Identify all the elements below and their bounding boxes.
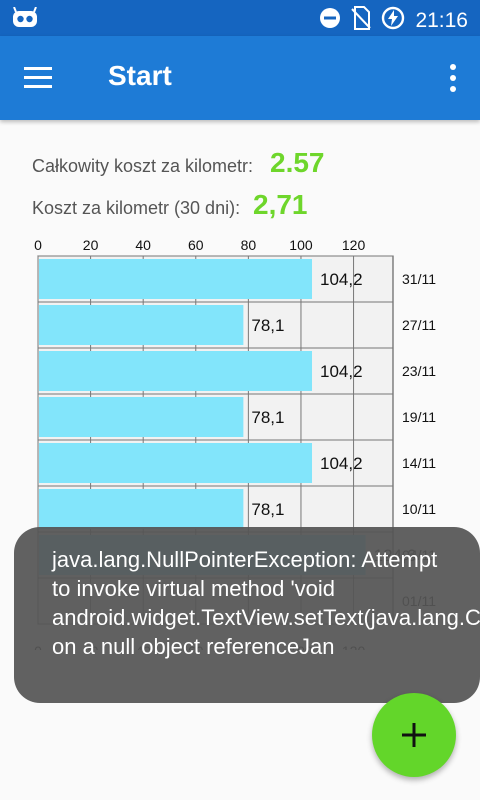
x-tick-label: 100	[289, 237, 313, 253]
x-tick-label: 0	[34, 237, 42, 253]
add-button[interactable]	[372, 693, 456, 777]
bar-value-label: 104,2	[320, 454, 363, 473]
bar	[39, 305, 244, 345]
toast-message: java.lang.NullPointerException: Attempt …	[52, 547, 480, 659]
month-cost-value: 2,71	[253, 189, 308, 220]
category-label: 19/11	[402, 409, 436, 425]
x-tick-label: 60	[188, 237, 204, 253]
more-vert-icon[interactable]	[448, 62, 458, 94]
bar-value-label: 104,2	[320, 270, 363, 289]
x-tick-label: 80	[241, 237, 257, 253]
page-title: Start	[108, 60, 172, 91]
app-bar: Start	[0, 36, 480, 120]
total-cost-value: 2.57	[270, 147, 325, 178]
bar-value-label: 78,1	[251, 408, 284, 427]
bar	[39, 443, 313, 483]
bar	[39, 397, 244, 437]
do-not-disturb-icon	[319, 7, 341, 34]
category-label: 10/11	[402, 501, 436, 517]
bar-value-label: 104,2	[320, 362, 363, 381]
status-time: 21:16	[415, 8, 468, 32]
plus-icon	[402, 723, 426, 747]
status-bar: 21:16	[0, 0, 480, 36]
x-tick-label: 40	[135, 237, 151, 253]
total-cost-label: Całkowity koszt za kilometr:	[32, 156, 254, 176]
error-toast: java.lang.NullPointerException: Attempt …	[14, 527, 480, 703]
app-notification-icon	[12, 6, 38, 34]
category-label: 31/11	[402, 271, 436, 287]
menu-icon[interactable]	[22, 64, 56, 92]
category-label: 23/11	[402, 363, 436, 379]
no-sim-icon	[351, 6, 372, 35]
bar	[39, 489, 244, 529]
month-cost-label: Koszt za kilometr (30 dni):	[32, 198, 241, 218]
bar-value-label: 78,1	[251, 500, 284, 519]
category-label: 27/11	[402, 317, 436, 333]
bar	[39, 351, 313, 391]
bar	[39, 259, 313, 299]
bar-value-label: 78,1	[251, 316, 284, 335]
battery-charging-icon	[381, 6, 405, 35]
x-tick-label: 120	[342, 237, 366, 253]
x-tick-label: 20	[83, 237, 99, 253]
category-label: 14/11	[402, 455, 436, 471]
